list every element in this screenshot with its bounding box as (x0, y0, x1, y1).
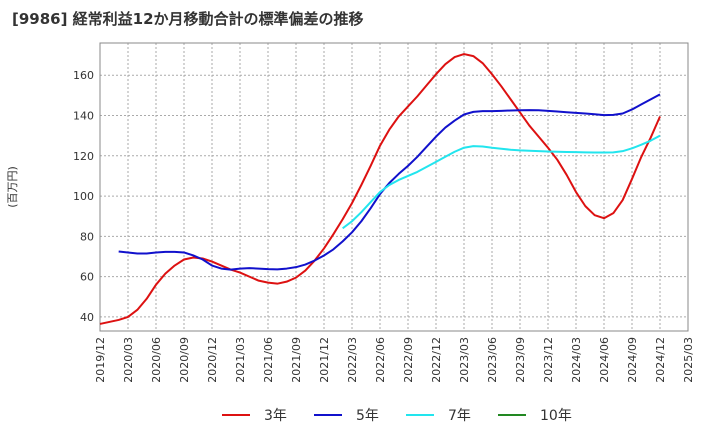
y-tick-label: 80 (80, 230, 94, 243)
legend: 3年 5年 7年 10年 (222, 408, 572, 424)
y-tick-label: 140 (73, 110, 94, 123)
y-tick-label: 40 (80, 311, 94, 324)
y-tick-label: 100 (73, 190, 94, 203)
x-tick-label: 2020/06 (150, 337, 163, 383)
legend-label-1: 5年 (356, 408, 379, 424)
x-tick-label: 2024/09 (626, 337, 639, 383)
chart-title: [9986] 経常利益12か月移動合計の標準偏差の推移 (12, 10, 364, 28)
x-tick-label: 2022/03 (346, 337, 359, 383)
x-tick-label: 2020/09 (178, 337, 191, 383)
series-lines (99, 53, 661, 325)
x-tick-label: 2021/06 (262, 337, 275, 383)
y-tick-label: 160 (73, 69, 94, 82)
y-tick-label: 60 (80, 271, 94, 284)
x-tick-label: 2019/12 (94, 337, 107, 383)
x-tick-label: 2024/12 (654, 337, 667, 383)
y-axis-ticks: 40 60 80 100 120 140 160 (73, 69, 94, 324)
series-line-2 (342, 134, 661, 230)
x-axis-ticks: 2019/12 2020/03 2020/06 2020/09 2020/12 2021/… (94, 337, 695, 383)
y-axis-label: (百万円) (6, 166, 19, 208)
y-tick-label: 120 (73, 150, 94, 163)
x-tick-label: 2020/03 (122, 337, 135, 383)
x-tick-label: 2025/03 (682, 337, 695, 383)
x-tick-label: 2022/09 (402, 337, 415, 383)
x-tick-label: 2021/03 (234, 337, 247, 383)
x-tick-label: 2023/06 (486, 337, 499, 383)
x-tick-label: 2023/09 (514, 337, 527, 383)
x-tick-label: 2024/06 (598, 337, 611, 383)
series-line-1 (118, 93, 661, 271)
x-tick-label: 2023/12 (542, 337, 555, 383)
x-tick-label: 2024/03 (570, 337, 583, 383)
plot-area-frame (99, 42, 689, 332)
x-tick-label: 2023/03 (458, 337, 471, 383)
grid-lines (100, 43, 688, 331)
series-line-0 (99, 53, 661, 325)
x-tick-label: 2022/12 (430, 337, 443, 383)
x-tick-label: 2021/09 (290, 337, 303, 383)
x-tick-label: 2021/12 (318, 337, 331, 383)
legend-label-2: 7年 (448, 408, 471, 424)
legend-label-3: 10年 (540, 408, 572, 424)
x-tick-label: 2020/12 (206, 337, 219, 383)
legend-label-0: 3年 (264, 408, 287, 424)
x-tick-label: 2022/06 (374, 337, 387, 383)
